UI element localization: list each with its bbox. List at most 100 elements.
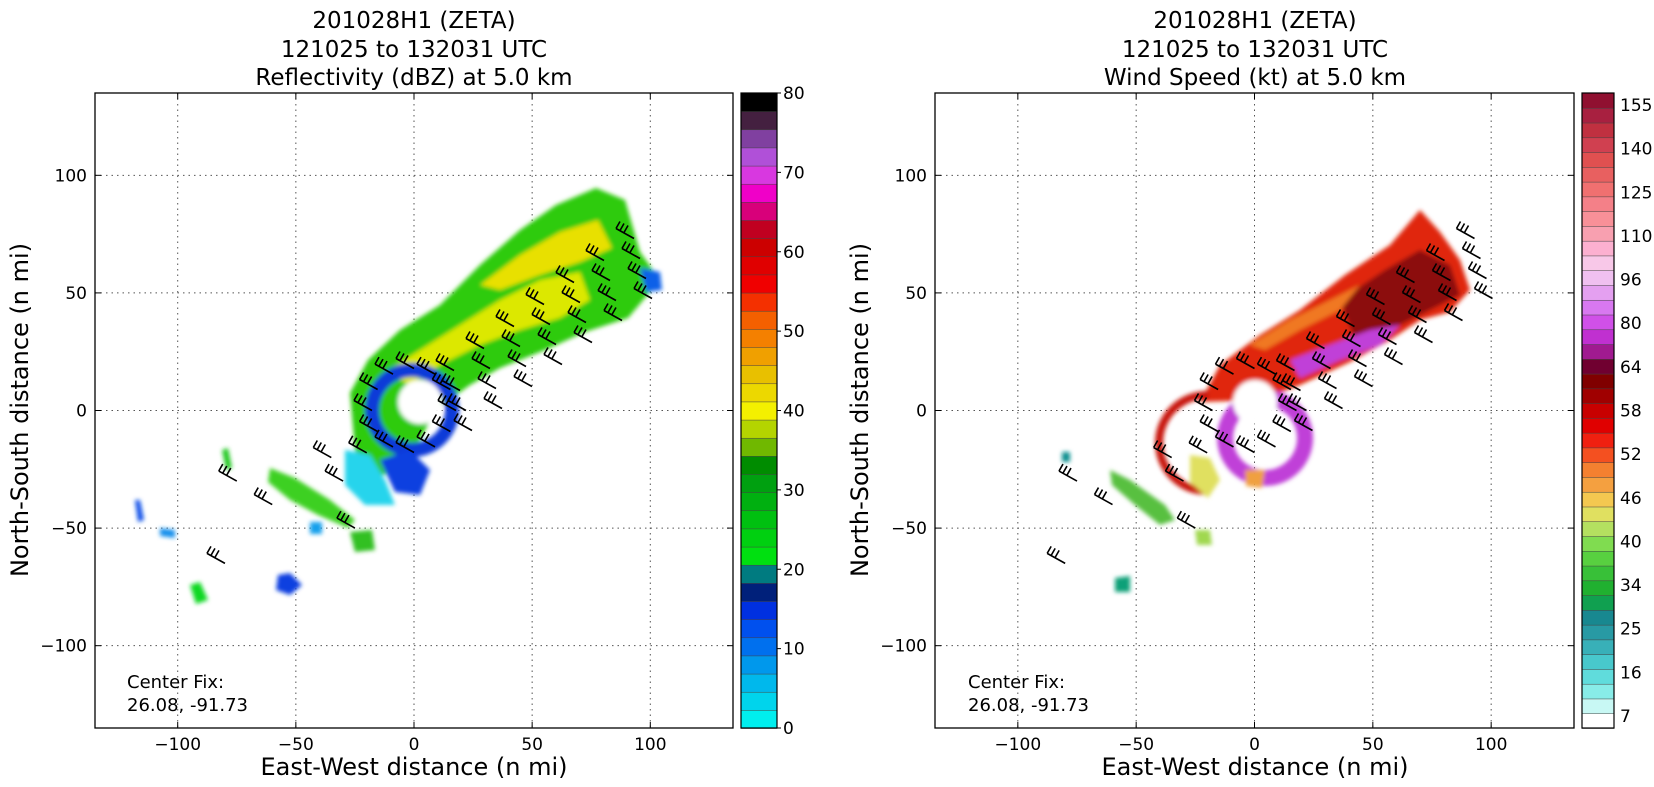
wind-barb	[1235, 435, 1255, 454]
x-axis-label: East-West distance (n mi)	[1101, 753, 1408, 781]
colorbar-cell	[740, 201, 778, 221]
colorbar-cell	[1581, 329, 1615, 345]
colorbar-cell	[740, 691, 778, 711]
colorbar-cell	[740, 510, 778, 530]
band-sw-4	[190, 582, 208, 604]
wind-barb	[358, 414, 379, 433]
wind-barb	[1431, 263, 1451, 282]
wind-barb	[573, 325, 593, 344]
wind-barb	[1335, 309, 1355, 328]
x-tick-label: 100	[1475, 735, 1507, 755]
wind-barb	[416, 356, 436, 375]
colorbar-cell	[740, 364, 778, 385]
colorbar-cell	[1581, 432, 1615, 449]
x-tick-label: −50	[278, 735, 314, 755]
center-fix-value: 26.08, -91.73	[968, 695, 1089, 716]
colorbar-cell	[740, 110, 778, 131]
colorbar-tick-label: 125	[1620, 183, 1652, 203]
wind-barb	[507, 349, 527, 368]
colorbar-cell	[1581, 506, 1615, 523]
colorbar-cell	[740, 491, 778, 512]
wind-barb	[416, 429, 436, 448]
band-sw-4	[1115, 576, 1130, 592]
colorbar-tick-label: 20	[783, 560, 805, 580]
colorbar-cell	[1581, 491, 1615, 508]
wind-barb	[1425, 243, 1445, 262]
x-tick-label: 0	[409, 735, 420, 755]
colorbar-cell	[740, 92, 778, 112]
colorbar-cell	[1581, 683, 1615, 700]
colorbar-cell	[740, 655, 778, 675]
colorbar-cell	[740, 637, 778, 657]
colorbar-cell	[740, 473, 778, 493]
wind-band-orange	[1250, 285, 1360, 350]
band-sw-5	[222, 448, 232, 470]
x-tick-label: −100	[994, 735, 1041, 755]
axis-ticks: −100 −50 0 50 100 −100 −50 0 50 100	[40, 93, 733, 755]
y-tick-label: 50	[65, 284, 87, 304]
wind-barb	[435, 353, 455, 372]
wind-barb	[501, 329, 521, 348]
colorbar-tick-label: 16	[1620, 663, 1642, 683]
colorbar-cell	[1581, 107, 1615, 124]
colorbar-tick-label: 110	[1620, 227, 1652, 247]
colorbar-cell	[740, 618, 778, 639]
wind-barb	[561, 285, 581, 304]
colorbar-tick-label: 52	[1620, 445, 1642, 465]
colorbar-cell	[1581, 639, 1615, 655]
colorbar-cell	[740, 256, 778, 276]
wind-speed-field	[1046, 210, 1493, 592]
x-tick-label: 50	[1362, 735, 1384, 755]
wind-barb	[1272, 414, 1292, 433]
x-tick-label: 0	[1249, 735, 1260, 755]
wind-barb	[1371, 307, 1391, 326]
eyewall-violet	[1217, 390, 1314, 486]
colorbar-tick-label: 80	[783, 84, 805, 104]
colorbar-cell	[1581, 225, 1615, 242]
wind-barb	[1365, 287, 1385, 306]
colorbar-cell	[740, 455, 778, 475]
wind-barb	[471, 351, 491, 370]
colorbar-tick-label: 7	[1620, 707, 1631, 727]
wind-barb	[353, 393, 373, 412]
colorbar-cell	[1581, 521, 1615, 537]
colorbar-cell	[1581, 594, 1615, 611]
y-tick-label: −50	[891, 519, 927, 539]
rainband-cyan	[345, 450, 395, 505]
band-sw-7	[160, 528, 175, 538]
wind-barb	[218, 463, 238, 482]
colorbar-cell	[1581, 417, 1615, 434]
y-tick-label: 100	[55, 166, 87, 186]
wind-barb	[1235, 351, 1255, 370]
colorbar-cell	[740, 600, 778, 620]
band-sw-3	[1195, 530, 1212, 545]
colorbar-cell	[1581, 343, 1615, 360]
colorbar-tick-label: 40	[1620, 532, 1642, 552]
colorbar-cell	[1581, 447, 1615, 463]
colorbar-cell	[740, 129, 778, 149]
colorbar-cell	[740, 564, 778, 584]
wind-barb	[1443, 303, 1463, 322]
colorbar-cell	[1581, 240, 1615, 257]
wind-barb	[627, 261, 647, 280]
wind-speed-panel: 201028H1 (ZETA) 121025 to 132031 UTC Win…	[846, 8, 1652, 781]
colorbar-cell	[740, 237, 778, 258]
colorbar-cell	[740, 165, 778, 185]
wind-barb	[591, 263, 611, 282]
wind-barb	[374, 356, 394, 375]
colorbar-cell	[740, 419, 778, 439]
y-tick-label: 100	[895, 166, 927, 186]
colorbar-frame	[1581, 92, 1615, 729]
colorbar: 0 10 20 30 40 50 60 70 80	[740, 84, 805, 739]
wind-barb	[1317, 371, 1337, 390]
wind-barbs	[206, 221, 653, 565]
wind-barb	[1377, 327, 1397, 346]
colorbar-tick-label: 34	[1620, 576, 1642, 596]
wind-barb	[1164, 463, 1184, 482]
eyewall-red	[1155, 391, 1260, 495]
colorbar-cell	[1581, 624, 1615, 641]
wind-barb	[1413, 325, 1433, 344]
wind-barb	[1455, 221, 1475, 240]
wind-barb	[585, 243, 605, 262]
